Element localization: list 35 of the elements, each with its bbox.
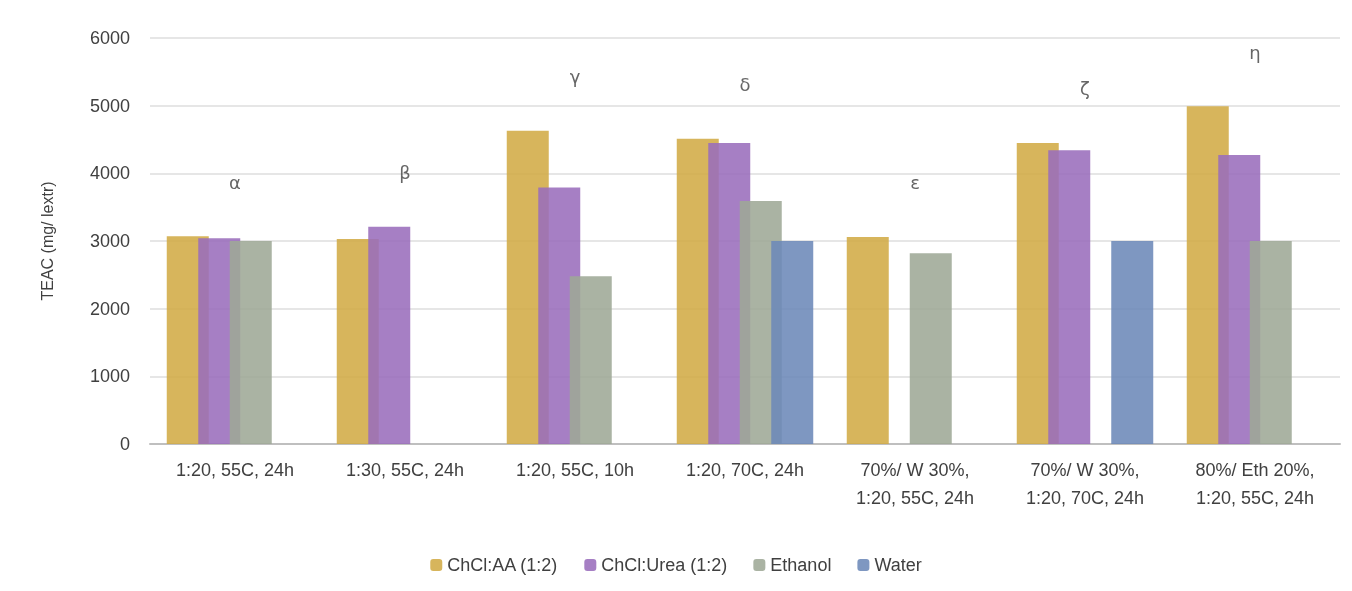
y-axis-title: TEAC (mg/ lextr) <box>38 181 56 301</box>
bar <box>1249 241 1292 444</box>
annotation: γ <box>569 66 581 88</box>
y-tick-label: 4000 <box>89 163 130 184</box>
bar <box>569 276 612 444</box>
y-tick-label: 3000 <box>89 231 130 251</box>
annotation: ε <box>910 172 920 194</box>
x-tick-label: 70%/ W 30%, 1:20, 55C, 24h <box>855 460 975 508</box>
bar <box>846 236 889 444</box>
y-tick-label: 6000 <box>89 28 130 48</box>
legend-label: ChCl:AA (1:2) <box>447 555 558 575</box>
x-tick-label: 1:30, 55C, 24h <box>345 460 465 480</box>
annotation: β <box>399 162 411 184</box>
y-tick-label: 0 <box>119 434 130 454</box>
bar <box>1048 150 1091 444</box>
bar <box>368 226 411 444</box>
legend-label: Ethanol <box>770 555 832 575</box>
annotation: δ <box>739 74 751 96</box>
x-tick-label: 1:20, 55C, 10h <box>515 460 635 480</box>
x-tick-label: 1:20, 55C, 24h <box>175 460 295 480</box>
bar <box>909 253 952 444</box>
y-tick-label: 1000 <box>89 366 130 387</box>
x-tick-label: 70%/ W 30%, 1:20, 70C, 24h <box>1025 460 1145 508</box>
bar <box>771 241 814 444</box>
x-tick-label: 80%/ Eth 20%, 1:20, 55C, 24h <box>1195 460 1315 508</box>
annotation: ζ <box>1080 78 1090 100</box>
annotation: α <box>229 171 241 193</box>
bar <box>1111 241 1154 444</box>
annotation: η <box>1249 41 1261 63</box>
legend-label: Water <box>874 555 922 575</box>
y-tick-label: 5000 <box>89 95 130 116</box>
bar <box>229 241 272 444</box>
y-tick-label: 2000 <box>89 298 130 319</box>
x-tick-label: 1:20, 70C, 24h <box>685 460 805 480</box>
legend-label: ChCl:Urea (1:2) <box>601 555 728 575</box>
